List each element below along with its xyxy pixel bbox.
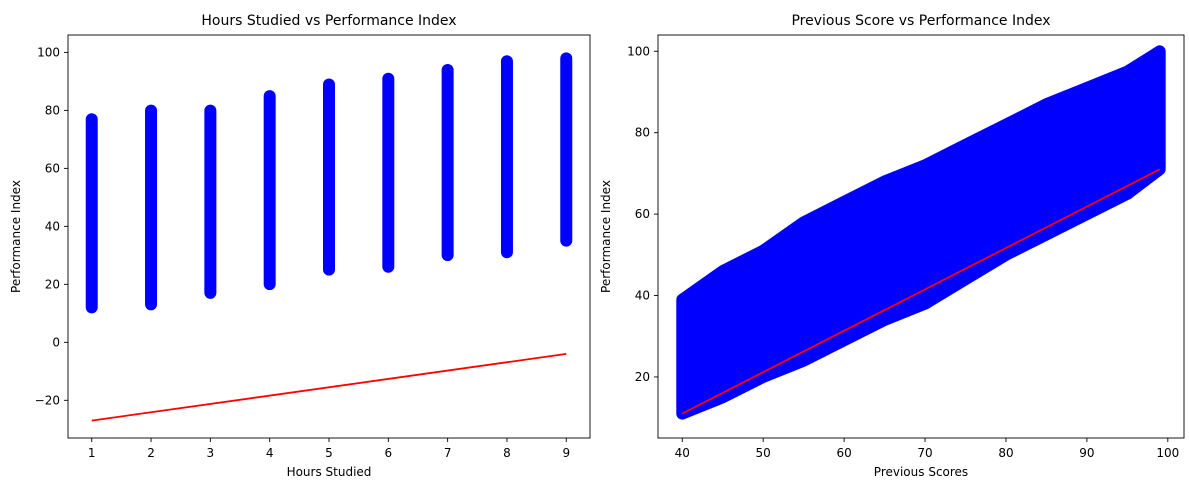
y-tick-label: 40 — [635, 289, 650, 303]
plot-area — [85, 52, 573, 422]
x-tick-label: 7 — [444, 446, 452, 460]
y-axis-label: Performance Index — [599, 180, 613, 293]
plot-area — [676, 45, 1166, 420]
x-tick-label: 5 — [325, 446, 333, 460]
regression-line — [91, 353, 567, 422]
y-tick-label: 0 — [52, 335, 60, 349]
x-tick-label: 9 — [562, 446, 570, 460]
y-tick-label: 80 — [635, 126, 650, 140]
x-tick-label: 80 — [998, 446, 1013, 460]
y-axis-label: Performance Index — [9, 180, 23, 293]
x-tick-label: 60 — [836, 446, 851, 460]
x-axis-label: Previous Scores — [874, 465, 968, 479]
x-tick-label: 2 — [147, 446, 155, 460]
y-tick-label: 60 — [45, 161, 60, 175]
y-tick-label: 20 — [635, 370, 650, 384]
x-tick-label: 90 — [1079, 446, 1094, 460]
chart-title: Hours Studied vs Performance Index — [201, 13, 456, 29]
scatter-point-column-x1 — [85, 113, 98, 314]
y-tick-label: −20 — [35, 393, 60, 407]
scatter-point-column-x6 — [382, 72, 395, 273]
scatter-point-column-x2 — [145, 104, 158, 311]
scatter-point-column-x5 — [323, 78, 335, 276]
axes-frame — [657, 34, 1185, 439]
x-tick-label: 40 — [675, 446, 690, 460]
scatter-point-column-x9 — [560, 52, 573, 247]
x-tick-label: 100 — [1156, 446, 1179, 460]
subplot-1: 1 2 3 4 5 6 7 8 9 −20 0 20 40 60 80 100 Hours Studied vs… — [9, 13, 591, 479]
chart-title: Previous Score vs Performance Index — [791, 13, 1050, 29]
scatter-point-column-x7 — [441, 63, 454, 262]
x-tick-label: 50 — [756, 446, 771, 460]
regression-line — [681, 168, 1161, 415]
scatter-point-column-x3 — [204, 104, 217, 299]
y-tick-label: 40 — [45, 219, 60, 233]
x-tick-label: 6 — [384, 446, 392, 460]
x-tick-label: 4 — [266, 446, 274, 460]
y-tick-label: 100 — [37, 45, 60, 59]
x-axis-label: Hours Studied — [287, 465, 372, 479]
subplot-2: 40 50 60 70 80 90 100 20 40 60 80 100 Previous Score… — [599, 13, 1185, 479]
scatter-point-column-x4 — [263, 90, 276, 291]
x-tick-label: 70 — [917, 446, 932, 460]
y-tick-label: 80 — [45, 103, 60, 117]
x-tick-label: 3 — [207, 446, 215, 460]
y-tick-label: 100 — [627, 44, 650, 58]
x-tick-label: 1 — [88, 446, 96, 460]
scatter-point-column-x8 — [500, 55, 513, 259]
y-tick-label: 20 — [45, 277, 60, 291]
y-tick-label: 60 — [635, 207, 650, 221]
scatter-point-cloud — [676, 45, 1166, 420]
x-tick-label: 8 — [503, 446, 511, 460]
